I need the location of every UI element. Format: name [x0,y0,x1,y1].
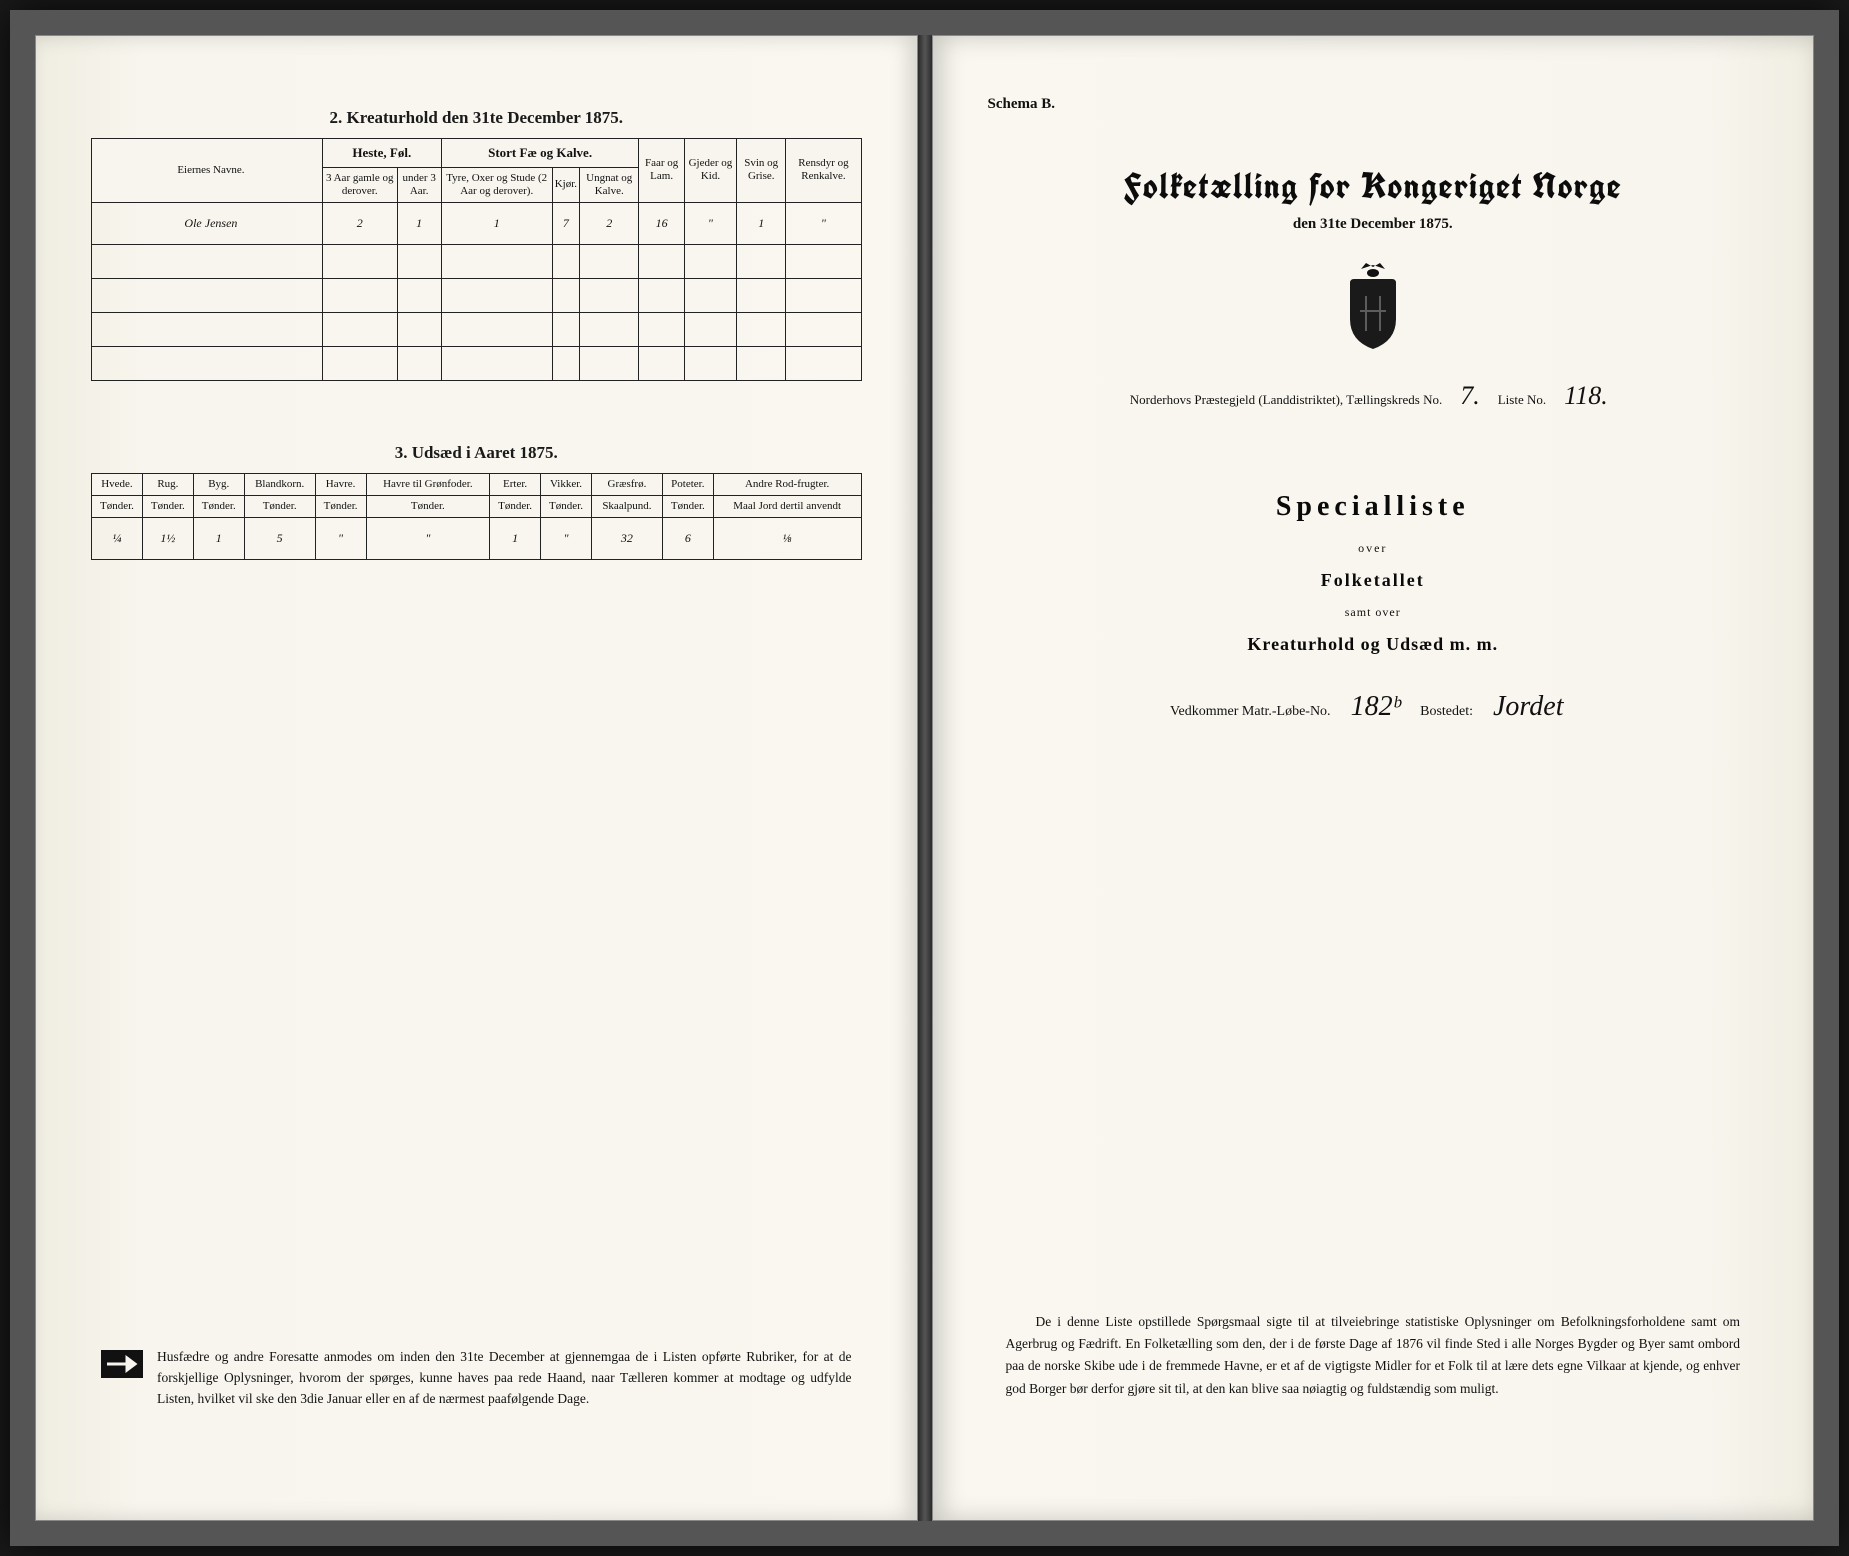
unit: Tønder. [244,496,315,518]
table-row [92,244,862,278]
unit: Tønder. [193,496,244,518]
col-pigs: Svin og Grise. [737,139,786,203]
table3-title: 3. Udsæd i Aaret 1875. [91,443,862,463]
owner-name: Ole Jensen [92,202,323,244]
district-prefix: Norderhovs Præstegjeld (Landdistriktet),… [1130,392,1442,408]
col: Andre Rod-frugter. [713,473,861,495]
col-horses-old: 3 Aar gamle og derover. [322,167,397,202]
col-sheep: Faar og Lam. [639,139,684,203]
table-row [92,346,862,380]
unit: Tønder. [92,496,143,518]
cell: 1 [441,202,552,244]
col-owner: Eiernes Navne. [92,139,323,203]
col-reindeer: Rensdyr og Renkalve. [786,139,861,203]
col: Erter. [490,473,541,495]
left-footnote: Husfædre og andre Foresatte anmodes om i… [91,1347,862,1440]
table-row [92,278,862,312]
cell: " [366,518,490,560]
col: Blandkorn. [244,473,315,495]
coat-of-arms-icon [1336,261,1410,351]
right-page: Schema B. Folketælling for Kongeriget No… [932,35,1815,1521]
vedkommer-line: Vedkommer Matr.-Løbe-No. 182ᵇ Bostedet: … [988,691,1759,723]
vedkom-label-a: Vedkommer Matr.-Løbe-No. [1170,704,1331,720]
cell: " [541,518,592,560]
footnote-text: De i denne Liste opstillede Spørgsmaal s… [1006,1314,1741,1396]
cell: 2 [580,202,639,244]
cell: ¼ [92,518,143,560]
col-cattle: Stort Fæ og Kalve. [441,139,639,168]
table-row: ¼ 1½ 1 5 " " 1 " 32 6 ⅛ [92,518,862,560]
cell: " [684,202,736,244]
cell: 16 [639,202,684,244]
kreaturhold-heading: Kreaturhold og Udsæd m. m. [988,634,1759,655]
col: Havre til Grønfoder. [366,473,490,495]
cell: 2 [322,202,397,244]
col: Rug. [142,473,193,495]
unit: Tønder. [142,496,193,518]
cell: 1 [193,518,244,560]
liste-label: Liste No. [1498,392,1546,408]
unit: Tønder. [662,496,713,518]
district-line: Norderhovs Præstegjeld (Landdistriktet),… [988,381,1759,411]
cell: ⅛ [713,518,861,560]
vedkom-label-b: Bostedet: [1420,704,1473,720]
seed-table: Hvede. Rug. Byg. Blandkorn. Havre. Havre… [91,473,862,560]
col-horses: Heste, Føl. [322,139,441,168]
matr-number: 182ᵇ [1339,691,1413,723]
unit: Maal Jord dertil anvendt [713,496,861,518]
cell: 7 [552,202,579,244]
pointing-hand-icon [101,1350,143,1378]
cell: " [315,518,366,560]
subtitle: den 31te December 1875. [988,216,1759,233]
folketallet-heading: Folketallet [988,570,1759,591]
col-calves: Ungnat og Kalve. [580,167,639,202]
unit: Tønder. [366,496,490,518]
unit: Tønder. [490,496,541,518]
col-cows: Kjør. [552,167,579,202]
samt-label: samt over [988,605,1759,620]
unit: Skaalpund. [591,496,662,518]
col: Havre. [315,473,366,495]
unit: Tønder. [541,496,592,518]
col: Vikker. [541,473,592,495]
col: Hvede. [92,473,143,495]
right-footnote: De i denne Liste opstillede Spørgsmaal s… [988,1311,1759,1400]
col-bulls: Tyre, Oxer og Stude (2 Aar og derover). [441,167,552,202]
cell: 1 [490,518,541,560]
cell: 6 [662,518,713,560]
table-row [92,312,862,346]
col: Græsfrø. [591,473,662,495]
cell: 1½ [142,518,193,560]
unit: Tønder. [315,496,366,518]
cell: 1 [397,202,441,244]
table2-title: 2. Kreaturhold den 31te December 1875. [91,108,862,128]
col: Poteter. [662,473,713,495]
schema-label: Schema B. [988,96,1759,113]
footnote-text: Husfædre og andre Foresatte anmodes om i… [157,1347,852,1410]
specialliste-heading: Specialliste [988,491,1759,523]
book-spine [918,35,932,1521]
liste-number: 118. [1556,381,1616,411]
main-title: Folketælling for Kongeriget Norge [988,163,1759,210]
col-horses-young: under 3 Aar. [397,167,441,202]
over-label-1: over [988,541,1759,556]
cell: " [786,202,861,244]
cell: 1 [737,202,786,244]
cell: 32 [591,518,662,560]
cell: 5 [244,518,315,560]
livestock-table: Eiernes Navne. Heste, Føl. Stort Fæ og K… [91,138,862,381]
table-row: Ole Jensen 2 1 1 7 2 16 " 1 " [92,202,862,244]
bosted-value: Jordet [1481,691,1576,723]
district-number: 7. [1452,381,1488,411]
col-goats: Gjeder og Kid. [684,139,736,203]
left-page: 2. Kreaturhold den 31te December 1875. E… [35,35,918,1521]
col: Byg. [193,473,244,495]
book-spread: 2. Kreaturhold den 31te December 1875. E… [10,10,1839,1546]
